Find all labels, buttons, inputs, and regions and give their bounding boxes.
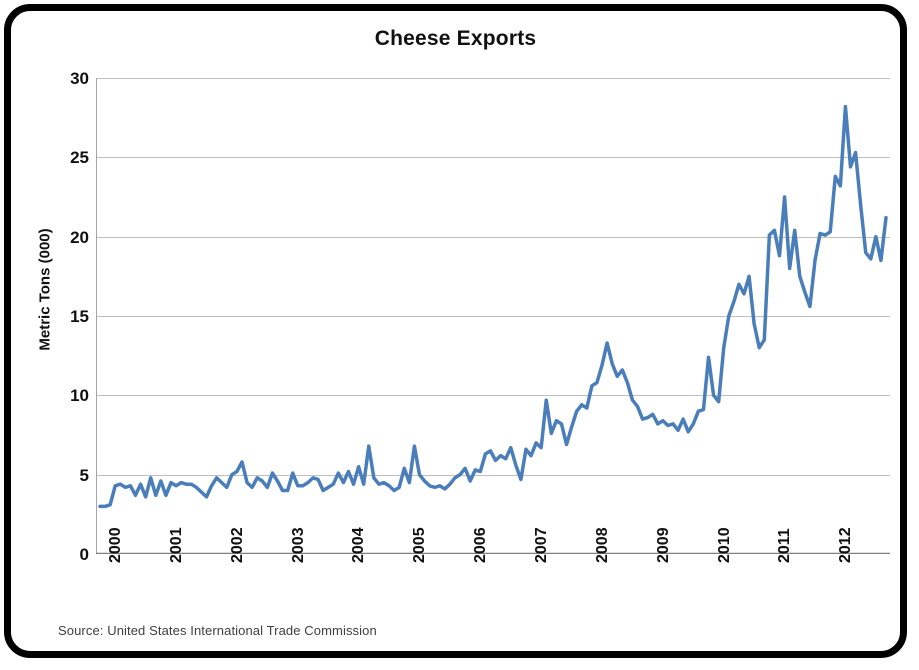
y-axis-tick-label: 25	[70, 148, 89, 168]
y-axis-tick-label: 15	[70, 307, 89, 326]
y-axis-tick-label: 10	[70, 386, 89, 406]
x-axis-tick-label: 2007	[532, 527, 550, 563]
y-axis-tick-label: 0	[79, 545, 89, 564]
x-axis-tick-label: 2009	[654, 527, 672, 563]
x-axis-tick-label: 2006	[472, 527, 490, 563]
x-axis-tick-label: 2010	[715, 527, 733, 563]
chart-frame: Cheese Exports 30 25 20 15 10 5 0 Metric…	[4, 4, 907, 658]
y-axis-title: Metric Tons (000)	[36, 228, 54, 351]
data-series-line	[98, 104, 888, 509]
gridlines	[96, 78, 890, 476]
page-title: Cheese Exports	[374, 27, 537, 50]
x-axis-tick-label: 2002	[228, 527, 246, 563]
line-chart-svg	[96, 78, 890, 554]
x-axis-tick-labels: 2000 2001 2002 2003 2004 2005 2006 2007 2008 2009…	[96, 527, 890, 617]
x-axis-tick-label: 2008	[593, 527, 611, 563]
source-note: Source: United States International Trad…	[58, 623, 377, 638]
x-axis-tick-label: 2000	[107, 527, 124, 563]
y-axis-tick-label: 30	[70, 69, 89, 88]
x-axis-tick-label: 2003	[289, 527, 307, 563]
y-axis-tick-labels: 30 25 20 15 10 5 0	[41, 69, 89, 564]
x-axis-tick-label: 2004	[350, 527, 368, 563]
plot-area	[96, 78, 890, 554]
x-axis-tick-label: 2005	[411, 527, 429, 563]
x-axis-tick-label: 2011	[776, 528, 794, 563]
x-axis-tick-label: 2001	[167, 527, 185, 563]
y-axis-tick-label: 20	[70, 227, 89, 247]
x-axis-tick-label: 2012	[837, 527, 855, 563]
y-axis-tick-label: 5	[79, 465, 89, 485]
